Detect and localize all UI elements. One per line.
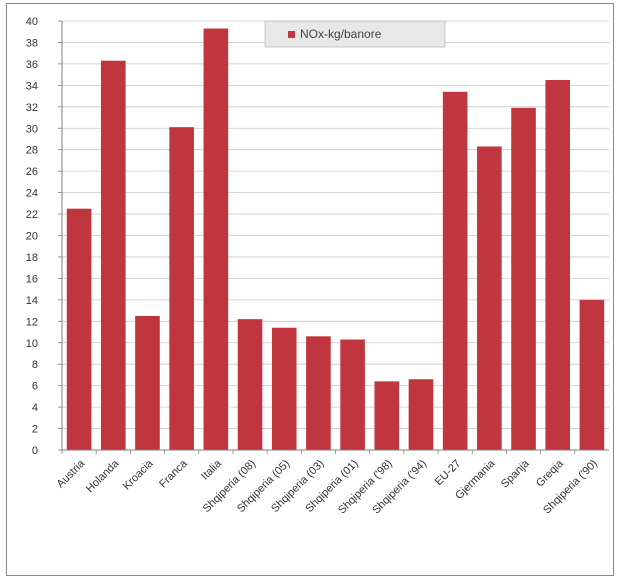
x-category-label: Austria xyxy=(55,457,88,490)
y-tick-label: 12 xyxy=(26,316,38,328)
y-tick-label: 2 xyxy=(32,424,38,436)
bar xyxy=(579,299,605,450)
bars xyxy=(66,28,605,451)
bar xyxy=(477,146,502,451)
x-category-label: Spanja xyxy=(499,457,532,490)
y-tick-label: 4 xyxy=(32,402,38,414)
y-tick-label: 40 xyxy=(26,16,38,28)
x-category-label: Holanda xyxy=(84,457,122,495)
bar xyxy=(340,339,365,450)
y-tick-label: 20 xyxy=(26,231,38,243)
bar xyxy=(545,79,571,451)
y-tick-label: 10 xyxy=(26,338,38,350)
y-tick-label: 18 xyxy=(26,252,38,264)
x-category-label: Greqia xyxy=(534,457,566,489)
bar xyxy=(271,327,297,450)
y-tick-label: 34 xyxy=(26,80,38,92)
x-category-label: Kroacia xyxy=(121,457,156,492)
y-tick-label: 8 xyxy=(32,359,38,371)
x-category-label: Franca xyxy=(157,457,190,490)
chart-frame: 0 2 4 6 8 10 12 14 16 18 20 22 24 26 28 30 32 34 36 38 40 Au… xyxy=(6,3,614,576)
bar xyxy=(374,381,400,450)
x-category-label: EU-27 xyxy=(433,458,464,489)
y-tick-label: 16 xyxy=(26,273,38,285)
bar xyxy=(203,28,229,450)
bar xyxy=(100,60,126,451)
y-tick-label: 26 xyxy=(26,166,38,178)
y-tick-label: 14 xyxy=(26,295,38,307)
legend: NOx-kg/banore xyxy=(264,20,446,48)
y-tick-label: 24 xyxy=(26,188,38,200)
y-tick-label: 0 xyxy=(32,445,38,457)
y-tick-label: 28 xyxy=(26,145,38,157)
bar xyxy=(169,127,194,451)
y-tick-label: 32 xyxy=(26,102,38,114)
y-tick-label: 22 xyxy=(26,209,38,221)
y-tick-label: 38 xyxy=(26,37,38,49)
bar xyxy=(511,107,536,450)
bar xyxy=(408,379,434,450)
y-tick-label: 6 xyxy=(32,381,38,393)
bar xyxy=(306,336,331,450)
bar xyxy=(135,315,160,450)
x-category-label: Italia xyxy=(199,457,225,483)
y-tick-label: 30 xyxy=(26,123,38,135)
legend-label: NOx-kg/banore xyxy=(300,27,382,41)
legend-swatch xyxy=(288,31,295,38)
bar xyxy=(66,208,92,450)
bar xyxy=(237,319,263,450)
y-tick-label: 36 xyxy=(26,59,38,71)
bar xyxy=(442,91,468,450)
